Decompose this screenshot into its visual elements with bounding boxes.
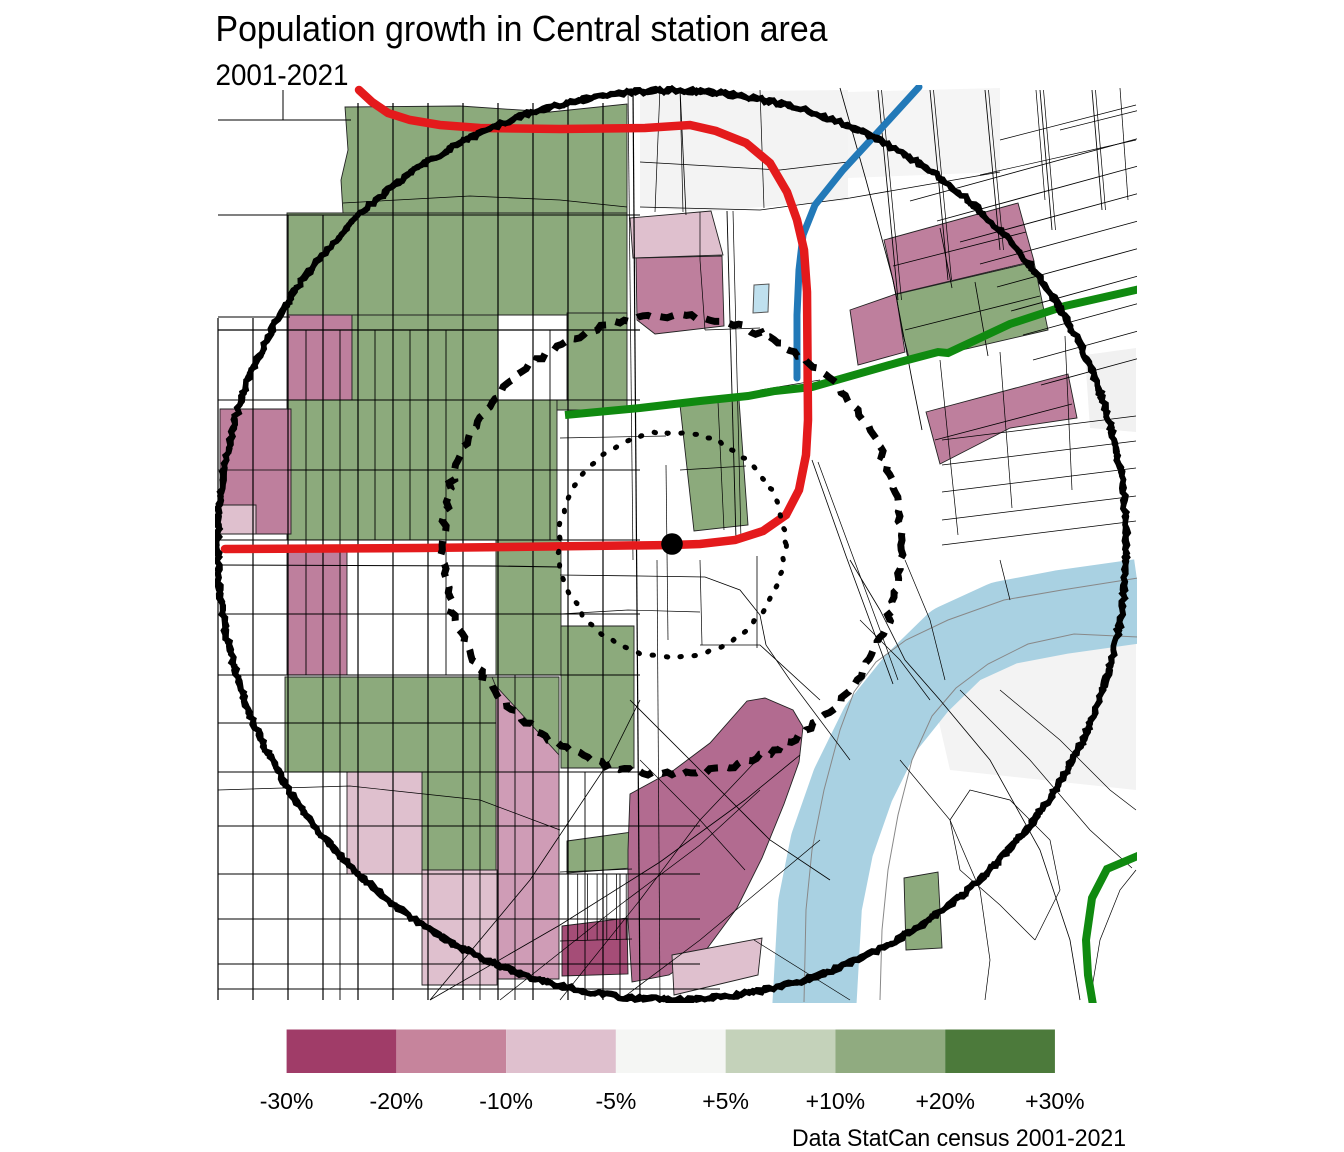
svg-text:+30%: +30%: [1025, 1088, 1084, 1114]
svg-text:-30%: -30%: [260, 1088, 314, 1114]
svg-text:+10%: +10%: [806, 1088, 865, 1114]
svg-text:-10%: -10%: [479, 1088, 533, 1114]
svg-text:-20%: -20%: [370, 1088, 424, 1114]
svg-text:+5%: +5%: [702, 1088, 749, 1114]
svg-text:Data StatCan census 2001-2021: Data StatCan census 2001-2021: [792, 1125, 1126, 1152]
svg-text:+20%: +20%: [915, 1088, 974, 1114]
svg-text:2001-2021: 2001-2021: [216, 59, 349, 92]
svg-text:Population growth in Central s: Population growth in Central station are…: [216, 8, 829, 49]
svg-text:-5%: -5%: [595, 1088, 636, 1114]
